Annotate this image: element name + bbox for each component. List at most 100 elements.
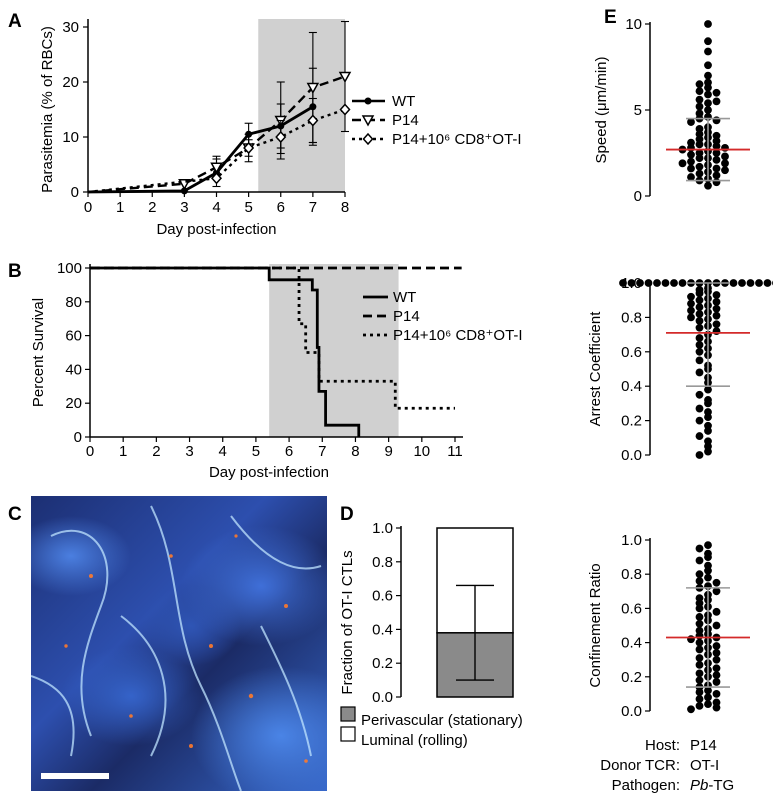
cell-dot xyxy=(189,744,193,748)
data-point xyxy=(721,159,729,168)
data-point xyxy=(704,37,712,46)
y-tick-label: 0.8 xyxy=(621,309,642,326)
cell-dot xyxy=(169,554,173,558)
scale-bar xyxy=(41,773,109,779)
data-point xyxy=(695,631,704,640)
data-point xyxy=(712,291,721,299)
legend-label: WT xyxy=(392,93,415,110)
data-point xyxy=(704,90,712,99)
data-point xyxy=(704,427,712,435)
data-point xyxy=(275,130,287,144)
cell-dot xyxy=(129,714,133,718)
x-tick-label: 1 xyxy=(116,199,124,216)
donor-label: Donor TCR: xyxy=(600,757,680,774)
data-point xyxy=(695,169,704,178)
data-point xyxy=(687,306,695,315)
data-point xyxy=(704,686,712,695)
data-point xyxy=(704,693,712,702)
legend-label: P14 xyxy=(393,308,420,325)
data-point xyxy=(695,451,704,459)
data-point xyxy=(704,700,712,709)
y-axis-label: Speed (μm/min) xyxy=(593,56,610,163)
data-point xyxy=(695,323,704,332)
data-point xyxy=(687,313,695,322)
panel-letter-d: D xyxy=(340,504,354,525)
panel-letter-a: A xyxy=(8,11,22,32)
x-tick-label: 0 xyxy=(84,199,92,216)
vessel-line xyxy=(31,675,75,757)
data-point xyxy=(695,676,704,685)
data-point xyxy=(695,638,704,647)
microscopy-image xyxy=(31,496,327,791)
data-point xyxy=(704,47,712,56)
x-tick-label: 4 xyxy=(212,199,220,216)
data-point xyxy=(695,390,704,399)
data-point xyxy=(687,143,695,152)
data-point xyxy=(636,279,644,287)
data-point xyxy=(678,279,687,287)
chart-e-confinement: 0.0 0.2 0.4 0.6 0.8 1.0 Confinement Ratio xyxy=(587,532,750,720)
x-tick-label: 9 xyxy=(384,443,392,460)
y-axis-label: Confinement Ratio xyxy=(587,563,604,687)
data-point xyxy=(721,166,729,175)
data-point xyxy=(755,279,763,287)
y-tick-label: 0 xyxy=(74,429,82,446)
data-point xyxy=(695,341,704,349)
data-point xyxy=(721,152,729,161)
data-point xyxy=(712,298,721,306)
data-point xyxy=(712,671,721,679)
data-point xyxy=(210,172,223,185)
data-point xyxy=(704,413,712,422)
data-point xyxy=(712,116,721,125)
chart-d: 0.0 0.2 0.4 0.6 0.8 1.0 Fraction of OT-I CTLs P… xyxy=(339,520,523,749)
y-tick-label: 80 xyxy=(65,294,82,311)
y-tick-label: 0 xyxy=(71,184,79,201)
shaded-region xyxy=(269,264,399,437)
data-point xyxy=(695,619,704,628)
y-tick-label: 20 xyxy=(62,74,79,91)
data-point xyxy=(687,635,695,644)
legend-label: Luminal (rolling) xyxy=(361,732,468,749)
data-point xyxy=(695,368,704,377)
legend-label: WT xyxy=(393,289,416,306)
data-point xyxy=(695,645,704,654)
legend-label: P14+10⁶ CD8⁺OT-I xyxy=(393,327,523,344)
data-point xyxy=(763,279,772,287)
x-tick-label: 5 xyxy=(252,443,260,460)
data-point xyxy=(687,173,695,181)
data-point xyxy=(712,149,721,157)
y-tick-label: 0.6 xyxy=(621,600,642,617)
donor-value: OT-I xyxy=(690,757,719,774)
shaded-region xyxy=(258,19,345,192)
data-point xyxy=(712,642,721,650)
data-point xyxy=(695,296,704,305)
data-point xyxy=(687,292,695,301)
panel-letter-e: E xyxy=(604,7,617,28)
data-point xyxy=(712,607,721,616)
data-point xyxy=(704,106,712,114)
cell-dot xyxy=(248,693,254,699)
y-tick-label: 0.0 xyxy=(372,689,393,706)
data-point xyxy=(687,299,695,308)
x-tick-label: 4 xyxy=(219,443,227,460)
data-point xyxy=(627,279,636,287)
data-point xyxy=(695,140,704,149)
legend-swatch xyxy=(340,726,356,742)
data-point xyxy=(695,544,704,553)
cell-dot xyxy=(304,759,308,763)
data-point xyxy=(712,327,721,336)
host-value: P14 xyxy=(690,737,717,754)
y-tick-label: 0.4 xyxy=(372,621,393,638)
y-tick-label: 10 xyxy=(62,129,79,146)
x-tick-label: 0 xyxy=(86,443,94,460)
series-line xyxy=(87,105,314,194)
data-point xyxy=(704,553,712,561)
host-label: Host: xyxy=(645,737,680,754)
data-point xyxy=(180,187,188,195)
x-tick-label: 11 xyxy=(447,443,463,460)
legend-label: P14+10⁶ CD8⁺OT-I xyxy=(392,131,522,148)
data-point xyxy=(695,613,704,621)
data-point xyxy=(695,654,704,662)
y-tick-label: 0.2 xyxy=(372,655,393,672)
data-point xyxy=(704,399,712,408)
